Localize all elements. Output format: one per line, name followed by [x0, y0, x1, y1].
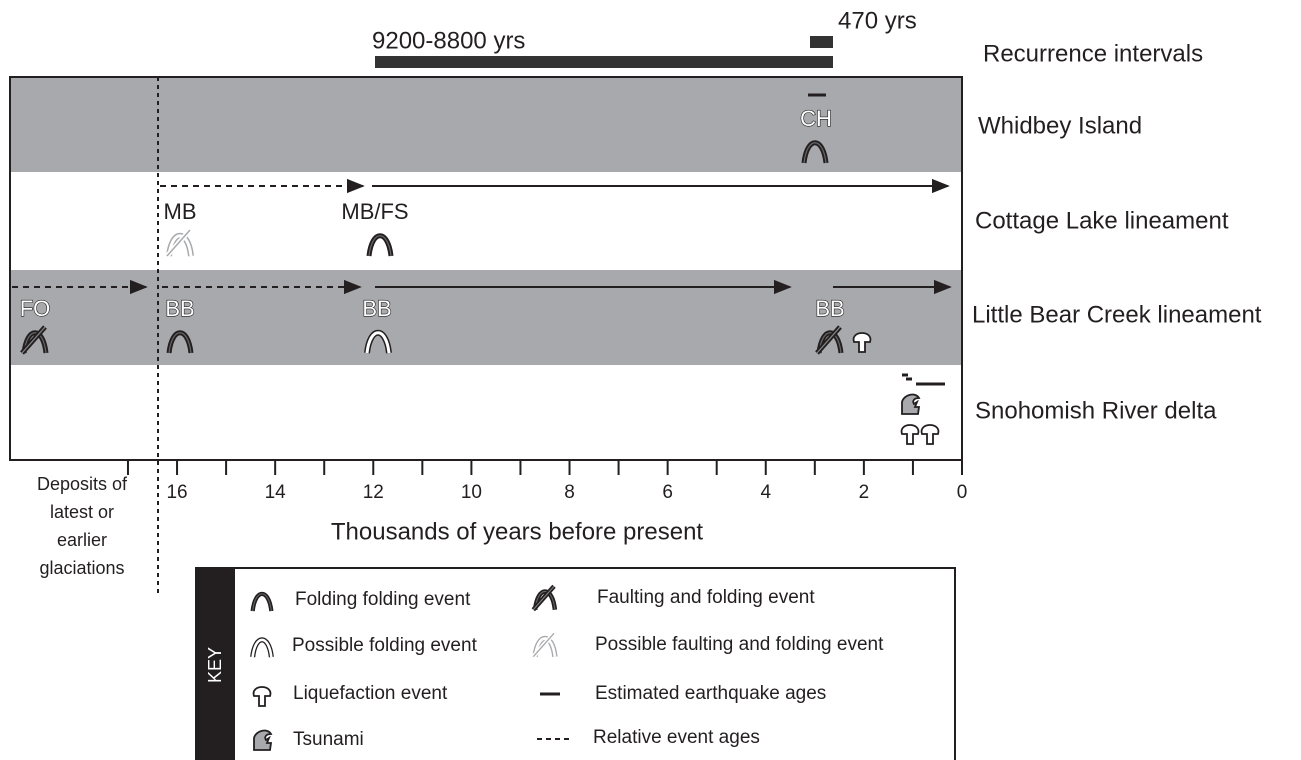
note-line: glaciations — [39, 558, 124, 578]
event-label: CH — [800, 106, 832, 131]
arrows — [12, 93, 952, 386]
fold-icon — [366, 233, 394, 257]
icon — [920, 424, 940, 445]
interval-label: 9200-8800 yrs — [372, 27, 525, 54]
fault-line-inner — [816, 326, 841, 354]
note-line: latest or — [50, 502, 114, 522]
icon — [166, 330, 194, 354]
liquefaction-icon — [900, 424, 920, 445]
tick-label: 14 — [265, 482, 287, 503]
fold-inner — [368, 235, 392, 257]
event-label: BB — [815, 296, 844, 321]
interval-bar — [375, 56, 833, 68]
icon — [531, 584, 558, 612]
note-line: Deposits of — [37, 474, 128, 494]
possible-fold-inner — [365, 331, 391, 354]
tick-label: 6 — [662, 482, 673, 503]
event-label: BB — [165, 296, 194, 321]
key-title: KEY — [205, 647, 225, 683]
row-label: Cottage Lake lineament — [975, 207, 1229, 234]
fold-inner — [168, 332, 192, 354]
tick-label: 4 — [760, 482, 771, 503]
tick-label: 10 — [461, 482, 482, 503]
icon — [366, 233, 394, 257]
icon — [165, 228, 194, 258]
tick-label: 0 — [957, 482, 968, 503]
icon — [364, 330, 392, 354]
icon — [900, 424, 920, 445]
note-line: earlier — [57, 530, 107, 550]
fault-line-inner — [532, 585, 555, 611]
key-item: Liquefaction event — [293, 683, 448, 704]
key-item: Relative event ages — [593, 727, 760, 748]
row-label: Snohomish River delta — [975, 397, 1217, 424]
tick-label: 2 — [859, 482, 870, 503]
icon — [252, 686, 272, 707]
fault-line-inner — [166, 229, 191, 257]
row-label: Little Bear Creek lineament — [972, 301, 1262, 328]
key-item: Faulting and folding event — [597, 587, 815, 608]
icon — [531, 631, 558, 659]
icon — [250, 637, 274, 658]
icon — [901, 393, 921, 415]
key-item: Possible faulting and folding event — [595, 634, 884, 655]
liquefaction-icon — [920, 424, 940, 445]
icon — [20, 325, 49, 355]
event-label: BB — [362, 296, 391, 321]
icon — [250, 591, 274, 612]
event-label: FO — [20, 296, 51, 321]
key-strip — [196, 568, 235, 760]
liquefaction-icon — [252, 686, 272, 707]
liquefaction-icon — [852, 332, 872, 353]
fault-line-inner — [532, 632, 555, 658]
icon — [815, 325, 844, 355]
tick-label: 16 — [166, 482, 187, 503]
event-label: MB/FS — [341, 199, 408, 224]
fold-inner — [803, 142, 827, 164]
key-item: Tsunami — [293, 729, 364, 750]
key-item: Folding folding event — [295, 589, 471, 610]
key-box — [195, 567, 956, 760]
row-label: Whidbey Island — [978, 112, 1142, 139]
event-label: MB — [164, 199, 197, 224]
key-item: Possible folding event — [292, 635, 478, 656]
interval-bar — [810, 36, 833, 48]
tsunami-icon — [253, 729, 273, 751]
tick-label: 8 — [564, 482, 575, 503]
interval-label: 470 yrs — [838, 7, 917, 34]
possible-fold-inner — [251, 638, 273, 658]
tick-label: 12 — [363, 482, 384, 503]
icon — [852, 332, 872, 353]
icon — [253, 729, 273, 751]
icon — [801, 140, 829, 164]
axis-label: Thousands of years before present — [331, 518, 704, 545]
recurrence-title: Recurrence intervals — [983, 40, 1203, 67]
fault-line-inner — [21, 326, 46, 354]
tsunami-icon — [901, 393, 921, 415]
key-item: Estimated earthquake ages — [595, 683, 826, 704]
fold-inner — [252, 593, 272, 612]
